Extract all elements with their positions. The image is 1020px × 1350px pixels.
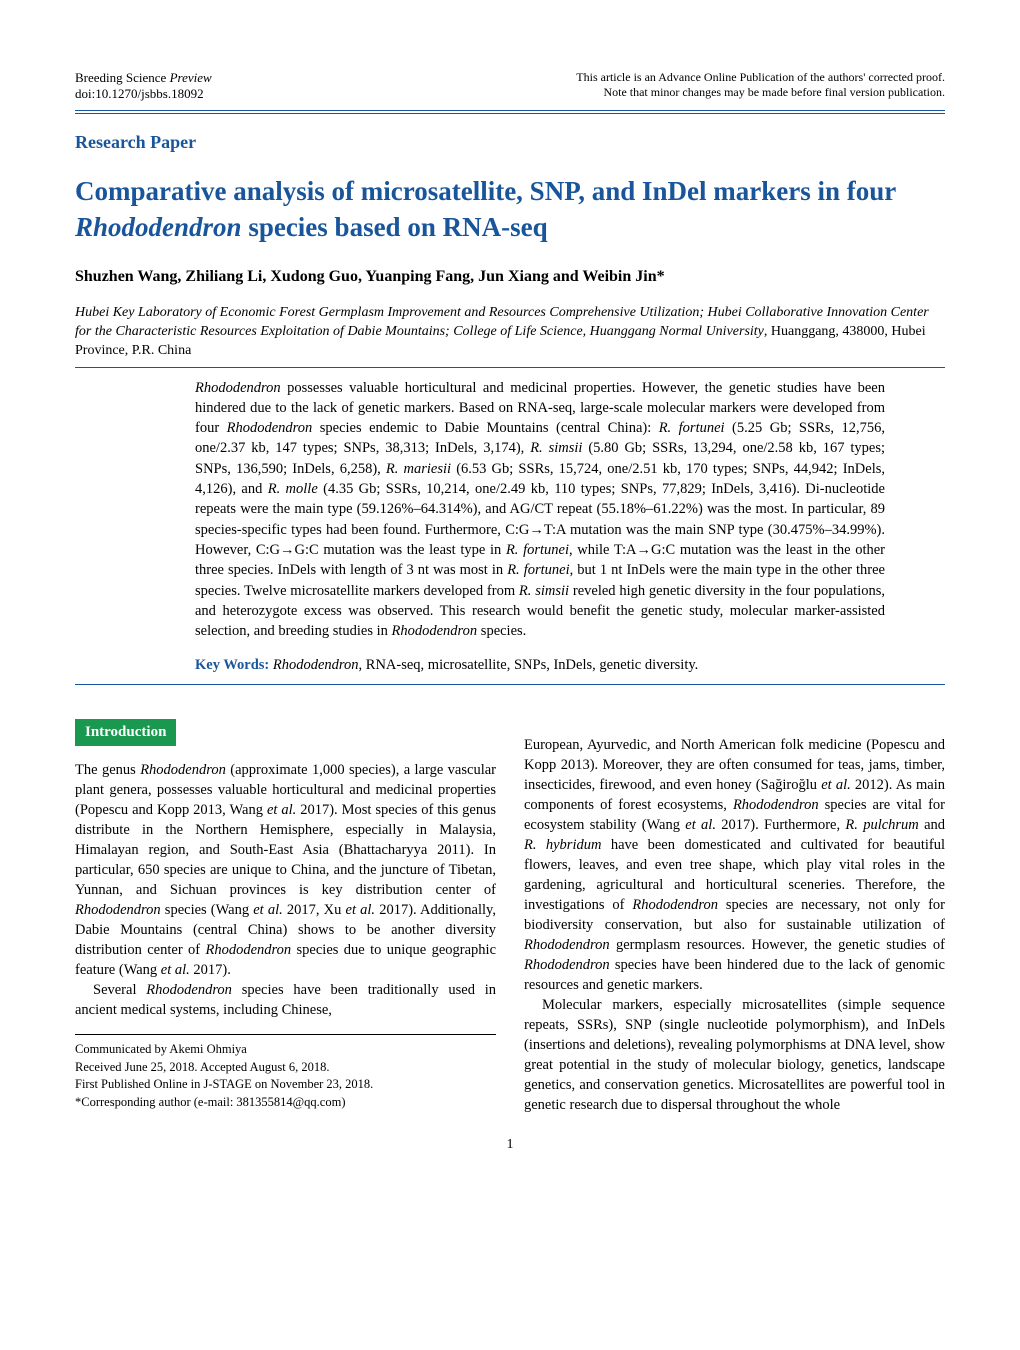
rp1-p: Rhododendron — [524, 957, 610, 973]
right-column: European, Ayurvedic, and North American … — [524, 691, 945, 1115]
title-species: Rhododendron — [75, 212, 242, 242]
title-part1: Comparative analysis of microsatellite, … — [75, 176, 896, 206]
keywords: Key Words: Rhododendron, RNA-seq, micros… — [195, 657, 885, 674]
page-header: Breeding Science Preview doi:10.1270/jsb… — [75, 70, 945, 102]
keywords-rest: , RNA-seq, microsatellite, SNPs, InDels,… — [359, 657, 699, 673]
header-rule — [75, 110, 945, 114]
abs-sp7: R. fortunei — [506, 542, 569, 558]
advance-note-1: This article is an Advance Online Public… — [576, 70, 945, 85]
lp1-l: Rhododendron — [206, 942, 292, 958]
abs-sp5: R. mariesii — [386, 461, 451, 477]
lp1-j: et al. — [346, 902, 376, 918]
section-label: Research Paper — [75, 132, 945, 153]
header-left: Breeding Science Preview doi:10.1270/jsb… — [75, 70, 212, 102]
lp1-a: The genus — [75, 762, 140, 778]
abs-sp1: Rhododendron — [195, 380, 281, 396]
title-part2: species based on RNA-seq — [242, 212, 548, 242]
rp1-o: germplasm resources. However, the geneti… — [610, 937, 945, 953]
body-columns: Introduction The genus Rhododendron (app… — [75, 691, 945, 1115]
introduction-heading: Introduction — [75, 719, 176, 746]
lp2-a: Several — [93, 982, 146, 998]
right-para-1: European, Ayurvedic, and North American … — [524, 735, 945, 995]
footnote-corresponding: *Corresponding author (e-mail: 381355814… — [75, 1094, 496, 1112]
rp1-l: Rhododendron — [632, 897, 718, 913]
keywords-rule — [75, 684, 945, 685]
rp1-d: Rhododendron — [733, 797, 819, 813]
article-title: Comparative analysis of microsatellite, … — [75, 173, 945, 246]
rp1-i: and — [919, 817, 945, 833]
lp1-h: et al. — [253, 902, 283, 918]
lp1-o: 2017). — [190, 962, 231, 978]
lp1-g: species (Wang — [161, 902, 254, 918]
page-number: 1 — [75, 1137, 945, 1153]
abs-sp8: R. fortunei — [507, 562, 569, 578]
right-para-2: Molecular markers, especially microsatel… — [524, 995, 945, 1115]
left-column: Introduction The genus Rhododendron (app… — [75, 691, 496, 1115]
lp1-i: 2017, Xu — [283, 902, 346, 918]
right-col-spacer — [524, 691, 945, 735]
journal-suffix: Preview — [170, 70, 212, 85]
rp1-n: Rhododendron — [524, 937, 610, 953]
abs-sp9: R. simsii — [519, 583, 569, 599]
rp1-j: R. hybridum — [524, 837, 601, 853]
header-right: This article is an Advance Online Public… — [576, 70, 945, 100]
abs-sp6: R. molle — [268, 481, 318, 497]
keyword-species: Rhododendron — [273, 657, 359, 673]
keywords-label: Key Words: — [195, 657, 269, 673]
journal-name: Breeding Science Preview — [75, 70, 212, 86]
footnote-communicated: Communicated by Akemi Ohmiya — [75, 1041, 496, 1059]
abs-sp2: Rhododendron — [227, 420, 313, 436]
doi: doi:10.1270/jsbbs.18092 — [75, 86, 212, 102]
lp2-b: Rhododendron — [146, 982, 232, 998]
journal-title: Breeding Science — [75, 70, 166, 85]
intro-para-2: Several Rhododendron species have been t… — [75, 980, 496, 1020]
lp1-b: Rhododendron — [140, 762, 226, 778]
rp1-b: et al. — [821, 777, 851, 793]
abs-sp4: R. simsii — [530, 440, 582, 456]
authors: Shuzhen Wang, Zhiliang Li, Xudong Guo, Y… — [75, 268, 945, 286]
intro-para-1: The genus Rhododendron (approximate 1,00… — [75, 760, 496, 980]
footnotes: Communicated by Akemi Ohmiya Received Ju… — [75, 1034, 496, 1111]
rp1-f: et al. — [685, 817, 716, 833]
abs-sp10: Rhododendron — [392, 623, 478, 639]
affiliation-rule — [75, 367, 945, 368]
rp1-g: 2017). Furthermore, — [716, 817, 845, 833]
rp2-a: Molecular markers, especially microsatel… — [524, 997, 945, 1113]
abs-sp3: R. fortunei — [659, 420, 725, 436]
footnote-published: First Published Online in J-STAGE on Nov… — [75, 1076, 496, 1094]
abs-t2: species endemic to Dabie Mountains (cent… — [312, 420, 658, 436]
lp1-n: et al. — [161, 962, 190, 978]
advance-note-2: Note that minor changes may be made befo… — [576, 85, 945, 100]
affiliation: Hubei Key Laboratory of Economic Forest … — [75, 304, 945, 361]
abs-t10: species. — [477, 623, 526, 639]
lp1-d: et al. — [267, 802, 296, 818]
footnote-received: Received June 25, 2018. Accepted August … — [75, 1059, 496, 1077]
lp1-f: Rhododendron — [75, 902, 161, 918]
rp1-h: R. pulchrum — [845, 817, 918, 833]
abstract: Rhododendron possesses valuable horticul… — [195, 378, 885, 642]
